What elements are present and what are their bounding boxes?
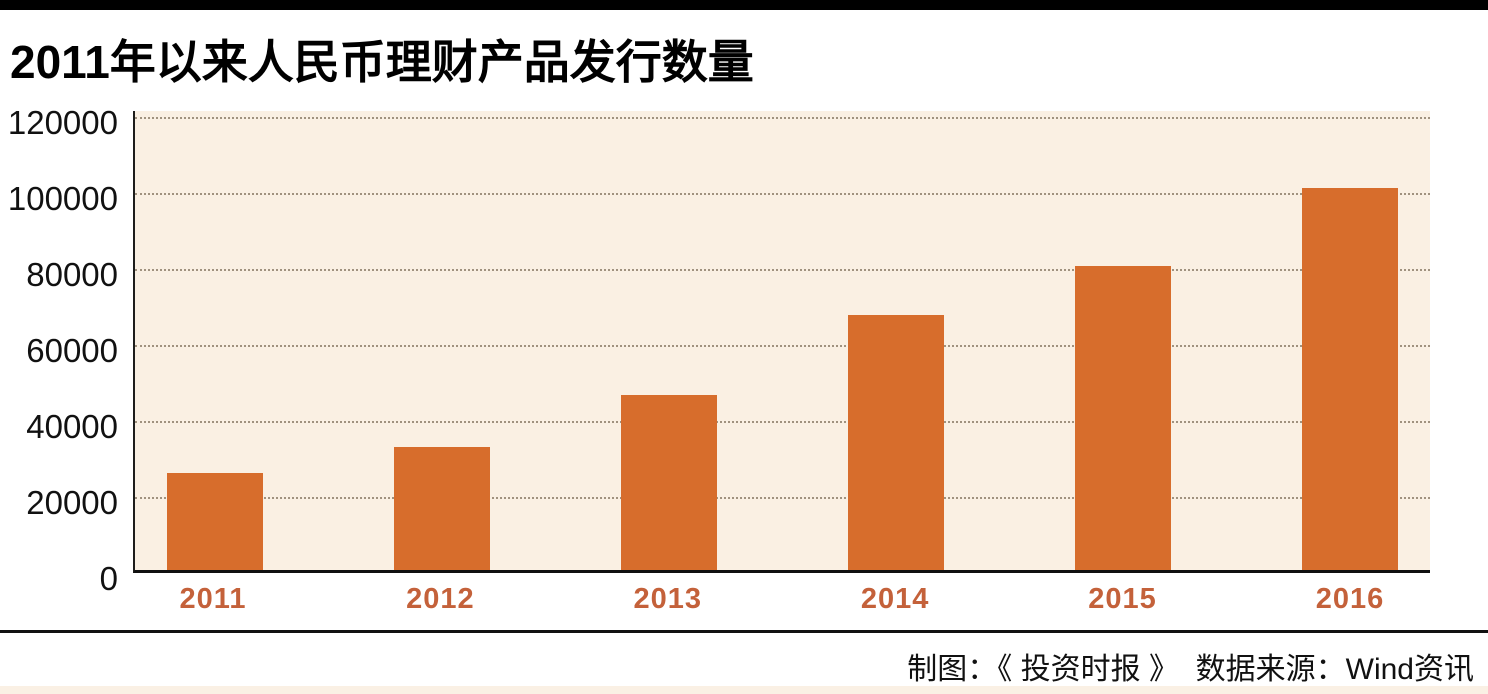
- y-tick-label-60000: 60000: [26, 332, 118, 369]
- x-tick-label-2015: 2015: [1088, 583, 1157, 615]
- bar-2016: [1302, 188, 1398, 570]
- bar-2011: [167, 473, 263, 570]
- bar-2013: [621, 395, 717, 570]
- y-tick-label-0: 0: [99, 560, 118, 597]
- footer-divider-line: [0, 630, 1488, 633]
- plot-area: [133, 111, 1430, 573]
- source-credit: 制图：《 投资时报 》 数据来源：Wind资讯: [907, 653, 1474, 686]
- y-tick-label-120000: 120000: [7, 104, 118, 141]
- gridline-120000: [135, 117, 1430, 119]
- x-tick-label-2011: 2011: [179, 583, 247, 615]
- x-axis-labels: 2011 2012 2013 2014 2015 2016: [133, 583, 1430, 616]
- gridline-60000: [135, 345, 1430, 347]
- top-accent-bar: [0, 0, 1488, 10]
- chart-title: 2011年以来人民币理财产品发行数量: [10, 36, 754, 88]
- x-tick-label-2016: 2016: [1315, 583, 1385, 615]
- bottom-accent-strip: [0, 686, 1488, 694]
- y-tick-label-40000: 40000: [26, 408, 118, 445]
- gridline-100000: [135, 193, 1430, 195]
- gridline-40000: [135, 421, 1430, 423]
- y-tick-label-100000: 100000: [7, 180, 118, 217]
- bar-2015: [1075, 266, 1171, 570]
- gridline-80000: [135, 269, 1430, 271]
- y-tick-label-20000: 20000: [26, 484, 118, 521]
- x-tick-label-2014: 2014: [860, 583, 930, 615]
- x-tick-label-2013: 2013: [633, 583, 703, 615]
- bars-layer: [135, 111, 1430, 570]
- x-tick-label-2012: 2012: [406, 583, 475, 615]
- y-tick-label-80000: 80000: [26, 256, 118, 293]
- bar-2014: [848, 315, 944, 570]
- gridline-20000: [135, 497, 1430, 499]
- bar-2012: [394, 447, 490, 570]
